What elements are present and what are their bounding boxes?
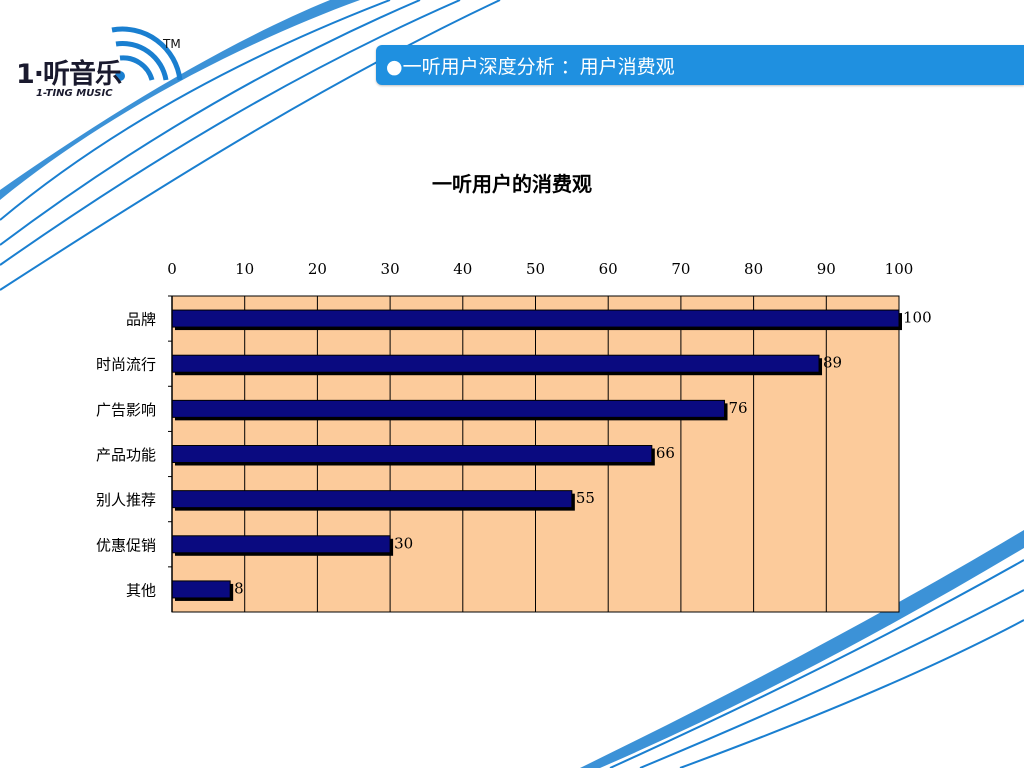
- data-label: 30: [394, 534, 413, 552]
- logo-subtext: 1-TING MUSIC: [36, 88, 113, 99]
- brand-logo: [12, 20, 192, 105]
- category-label: 广告影响: [96, 401, 156, 419]
- bar: [171, 445, 653, 463]
- data-label: 100: [903, 309, 932, 327]
- data-label: 55: [576, 489, 595, 507]
- x-tick-label: 30: [381, 260, 400, 278]
- category-label: 品牌: [126, 311, 156, 329]
- slide-title-banner: ●一听用户深度分析 ：用户消费观: [376, 45, 1024, 85]
- x-tick-label: 90: [817, 260, 836, 278]
- data-label: 66: [656, 444, 675, 462]
- x-tick-label: 10: [235, 260, 254, 278]
- category-label: 时尚流行: [96, 356, 156, 374]
- bar: [171, 490, 573, 509]
- bar: [171, 309, 900, 328]
- bar: [171, 535, 391, 554]
- x-tick-label: 0: [167, 260, 177, 278]
- category-label: 优惠促销: [96, 536, 156, 554]
- bar: [171, 399, 726, 418]
- data-label: 89: [823, 354, 842, 372]
- category-label: 其他: [126, 581, 156, 599]
- category-label: 别人推荐: [96, 491, 156, 509]
- bar: [171, 354, 820, 373]
- trademark-symbol: TM: [163, 37, 181, 51]
- signal-waves-icon: [111, 26, 183, 81]
- x-tick-label: 50: [526, 260, 545, 278]
- x-tick-label: 60: [599, 260, 618, 278]
- logo-text: 1·听音乐: [16, 59, 122, 90]
- x-tick-label: 40: [453, 260, 472, 278]
- slide-title: ●一听用户深度分析 ：用户消费观: [386, 56, 675, 78]
- bar: [171, 580, 231, 599]
- data-label: 8: [234, 579, 244, 597]
- x-tick-label: 100: [885, 260, 914, 278]
- x-tick-label: 80: [744, 260, 763, 278]
- x-tick-label: 70: [671, 260, 690, 278]
- data-label: 76: [729, 399, 748, 417]
- category-label: 产品功能: [96, 446, 156, 464]
- chart-title: 一听用户的消费观: [432, 172, 592, 196]
- x-tick-label: 20: [308, 260, 327, 278]
